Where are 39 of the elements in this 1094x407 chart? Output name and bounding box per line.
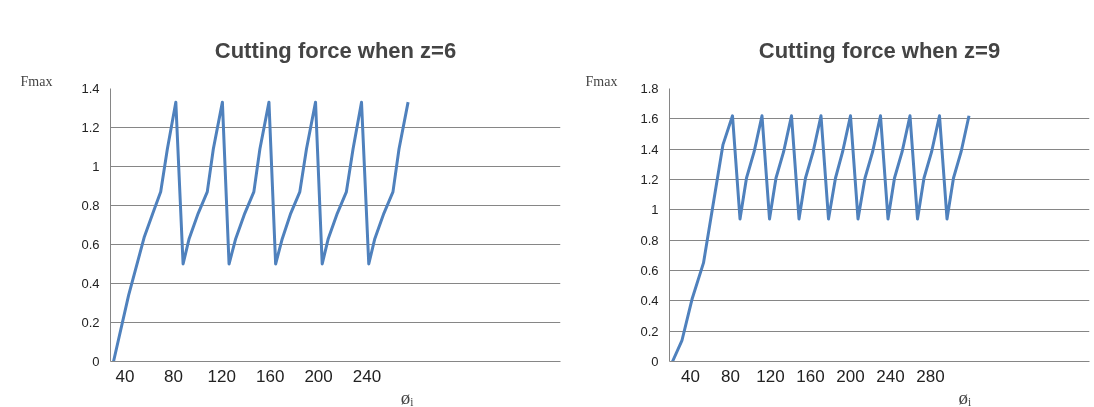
y-tick-label: 0.2: [640, 323, 659, 339]
y-tick-label: 0.6: [640, 263, 659, 278]
y-tick-label: 0.8: [640, 232, 659, 248]
x-tick-label: 200: [304, 366, 333, 386]
line-series: [112, 100, 410, 362]
y-tick-label: 1.2: [640, 172, 659, 187]
x-tick-label: 40: [681, 366, 700, 386]
y-tick-label: 0.6: [81, 237, 100, 252]
y-tick-label: 0: [92, 354, 100, 369]
y-tick-label: 1.8: [640, 81, 659, 96]
x-tick-label: 200: [836, 366, 865, 386]
chart-title: Cutting force when z=9: [758, 37, 1001, 63]
y-tick-label: 0.8: [81, 198, 100, 213]
y-tick-label: 1: [92, 159, 100, 174]
x-tick-label: 40: [115, 366, 135, 386]
y-tick-label: 0.2: [81, 315, 100, 330]
y-axis-title: Fmax: [585, 73, 618, 89]
y-tick-label: 0: [651, 354, 659, 369]
y-tick-label: 0.4: [640, 293, 659, 309]
x-axis-title: øᵢ: [400, 386, 414, 407]
x-tick-label: 120: [207, 366, 236, 386]
x-tick-label: 80: [163, 366, 183, 386]
x-axis-title: øᵢ: [958, 386, 972, 407]
y-tick-label: 1.4: [81, 81, 100, 96]
y-tick-label: 0.4: [81, 276, 100, 291]
x-tick-label: 160: [796, 366, 825, 386]
y-tick-label: 1: [651, 202, 659, 218]
x-tick-label: 240: [876, 366, 905, 386]
x-tick-label: 160: [256, 366, 285, 386]
y-axis-title: Fmax: [20, 73, 53, 89]
y-tick-label: 1.6: [640, 111, 659, 127]
x-tick-label: 120: [756, 366, 785, 386]
x-tick-label: 280: [916, 366, 945, 386]
y-tick-label: 1.4: [640, 141, 659, 157]
x-tick-label: 80: [721, 366, 740, 386]
chart-title: Cutting force when z=6: [214, 37, 457, 63]
y-tick-label: 1.2: [81, 120, 100, 135]
x-tick-label: 240: [352, 366, 382, 386]
line-series: [671, 114, 971, 362]
